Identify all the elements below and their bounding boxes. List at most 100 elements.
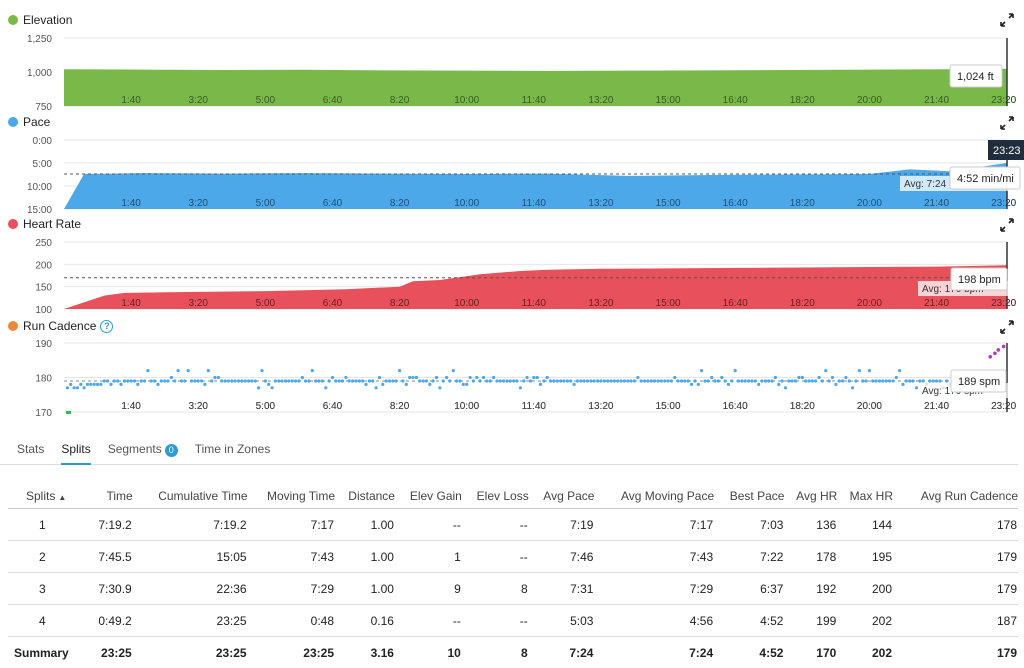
column-header[interactable]: Avg Run Cadence: [893, 484, 1018, 509]
column-header[interactable]: Avg Moving Pace: [594, 484, 714, 509]
tab-stats[interactable]: Stats: [17, 436, 44, 463]
column-header[interactable]: Max HR: [837, 484, 893, 509]
table-cell: 187: [893, 605, 1018, 637]
column-header[interactable]: Splits▲: [8, 484, 87, 509]
table-cell: 7:19.2: [133, 509, 248, 541]
column-header[interactable]: Best Pace: [714, 484, 784, 509]
cadence-point: [177, 369, 180, 372]
cadence-point: [546, 376, 549, 379]
cadence-point: [771, 379, 774, 382]
table-cell: --: [462, 541, 529, 573]
cadence-point: [529, 379, 532, 382]
cadence-point: [479, 379, 482, 382]
cadence-point: [213, 376, 216, 379]
tab-segments-label: Segments: [108, 442, 162, 456]
cadence-point: [391, 379, 394, 382]
cadence-point: [334, 379, 337, 382]
table-cell: 7:46: [529, 541, 595, 573]
tab-time-in-zones[interactable]: Time in Zones: [195, 436, 271, 463]
cadence-point: [935, 379, 938, 382]
cadence-point: [724, 379, 727, 382]
summary-cell: 23:25: [248, 637, 335, 668]
cadence-point: [740, 379, 743, 382]
column-header[interactable]: Elev Loss: [462, 484, 529, 509]
table-cell: 9: [395, 573, 462, 605]
cadence-point: [901, 383, 904, 386]
cadence-point: [475, 376, 478, 379]
cadence-point: [240, 379, 243, 382]
cadence-point: [321, 379, 324, 382]
x-tick-label: 3:20: [189, 95, 209, 106]
y-tick-label: 190: [35, 339, 52, 350]
column-header[interactable]: Elev Gain: [395, 484, 462, 509]
cadence-point: [915, 386, 918, 389]
table-cell: 4:56: [594, 605, 714, 637]
cadence-point: [650, 379, 653, 382]
cadence-point: [774, 376, 777, 379]
x-tick-label: 5:00: [256, 198, 276, 209]
hover-value-tooltip: 4:52 min/mi: [950, 167, 1020, 189]
column-header[interactable]: Moving Time: [248, 484, 335, 509]
cadence-point: [254, 379, 257, 382]
column-header[interactable]: Avg HR: [784, 484, 837, 509]
cadence-point: [287, 379, 290, 382]
x-tick-label: 1:40: [121, 401, 141, 412]
y-tick-label: 15:00: [27, 205, 52, 213]
cadence-point: [220, 379, 223, 382]
cadence-point: [589, 379, 592, 382]
column-header[interactable]: Time: [87, 484, 132, 509]
cadence-point: [596, 379, 599, 382]
x-tick-label: 23:20: [991, 198, 1016, 209]
x-tick-label: 18:20: [790, 401, 815, 412]
table-cell: 1: [395, 541, 462, 573]
cadence-point: [834, 383, 837, 386]
table-cell: 7:17: [248, 509, 335, 541]
cadence-point: [418, 379, 421, 382]
cadence-point: [86, 383, 89, 386]
cadence-point: [616, 379, 619, 382]
cadence-point: [200, 379, 203, 382]
cadence-point: [515, 379, 518, 382]
cadence-point: [146, 369, 149, 372]
column-header[interactable]: Avg Pace: [529, 484, 595, 509]
table-cell: 5:03: [529, 605, 595, 637]
cadence-point: [445, 376, 448, 379]
x-tick-label: 6:40: [323, 95, 343, 106]
cadence-point: [787, 379, 790, 382]
cadence-point: [552, 379, 555, 382]
x-tick-label: 18:20: [790, 298, 815, 309]
cadence-point: [89, 383, 92, 386]
table-cell: --: [462, 509, 529, 541]
cadence-point: [307, 379, 310, 382]
cadence-point: [133, 379, 136, 382]
cadence-point: [620, 379, 623, 382]
cadence-point: [707, 379, 710, 382]
cadence-point: [116, 379, 119, 382]
cadence-point: [203, 383, 206, 386]
cadence-point: [928, 379, 931, 382]
y-tick-label: 170: [35, 408, 52, 417]
cadence-point: [807, 379, 810, 382]
cadence-point: [767, 379, 770, 382]
tab-splits[interactable]: Splits: [61, 436, 90, 465]
cadence-point: [781, 379, 784, 382]
column-header[interactable]: Cumulative Time: [133, 484, 248, 509]
x-tick-label: 1:40: [121, 198, 141, 209]
x-tick-label: 13:20: [588, 298, 613, 309]
x-tick-label: 5:00: [256, 95, 276, 106]
table-cell: 22:36: [133, 573, 248, 605]
x-tick-label: 8:20: [390, 198, 410, 209]
cadence-point: [317, 379, 320, 382]
x-tick-label: 1:40: [121, 298, 141, 309]
cadence-point: [435, 376, 438, 379]
x-tick-label: 6:40: [323, 198, 343, 209]
table-cell: 0:49.2: [87, 605, 132, 637]
column-header[interactable]: Distance: [335, 484, 395, 509]
table-cell: 199: [784, 605, 837, 637]
x-tick-label: 10:00: [454, 401, 479, 412]
